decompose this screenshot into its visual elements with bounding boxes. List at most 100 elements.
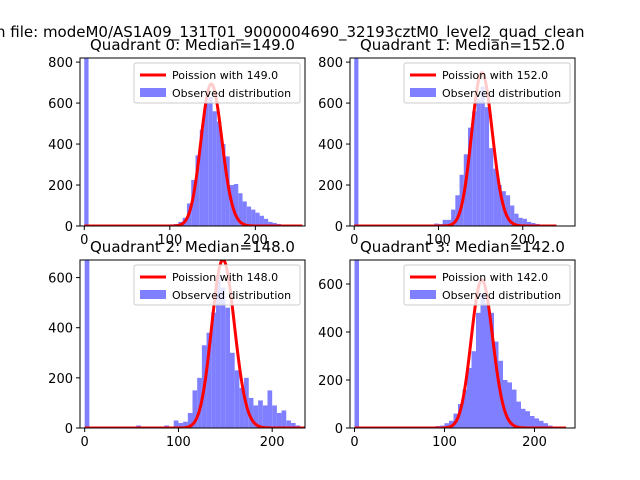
histogram-bar [539, 420, 544, 428]
histogram-bar [480, 293, 485, 428]
histogram-bar [497, 185, 502, 226]
x-tick-label: 200 [243, 233, 268, 248]
quadrant-3-chart: 0 100 200 0 200 400 600 Quadrant 3: Median=142.… [318, 238, 576, 450]
histogram-bar [455, 195, 460, 226]
histogram-bar [489, 312, 494, 428]
histogram-bar [489, 148, 494, 226]
histogram-bar [220, 287, 226, 428]
histogram-bar [510, 205, 515, 226]
y-tick-label: 600 [48, 97, 73, 112]
x-tick-label: 200 [522, 435, 547, 450]
histogram-bar [354, 58, 359, 226]
histogram-bar [225, 156, 230, 226]
histogram-bar [503, 380, 508, 428]
histogram-bar [276, 412, 282, 428]
histogram-bar [268, 221, 273, 226]
histogram-bar [233, 184, 239, 226]
histogram-bar [238, 193, 243, 226]
y-tick-label: 0 [65, 220, 73, 235]
quadrant-0-legend: Poission with 149.0 Observed distribution [133, 62, 301, 104]
histogram-bar [178, 422, 184, 428]
y-tick-label: 600 [318, 97, 343, 112]
y-tick-label: 200 [48, 372, 73, 387]
histogram-bar [255, 212, 260, 226]
legend-hist-label: Observed distribution [442, 289, 561, 302]
legend-hist-swatch [140, 88, 166, 97]
x-tick-label: 100 [157, 233, 182, 248]
figure-suptitle: n file: modeM0/AS1A09_131T01_9000004690_… [0, 23, 585, 42]
histogram-bar [215, 275, 221, 428]
quadrant-1-axes-frame [349, 57, 576, 227]
histogram-bar [493, 168, 498, 226]
histogram-bar [444, 423, 449, 428]
legend-box [133, 62, 301, 104]
quadrant-0-plot-area [84, 58, 303, 226]
histogram-bar [472, 111, 477, 226]
histogram-bar [446, 219, 452, 226]
histogram-bar [221, 144, 226, 226]
histogram-bar [212, 111, 217, 226]
quadrant-1-legend: Poission with 152.0 Observed distribution [403, 62, 571, 104]
histogram-bar [522, 218, 527, 226]
histogram-bar [262, 405, 268, 428]
histogram-bar [248, 397, 254, 428]
y-tick-label: 0 [65, 422, 73, 437]
legend-poisson-label: Poission with 152.0 [442, 69, 548, 82]
histogram-bar [272, 405, 277, 428]
quadrant-0-chart: 0 100 200 0 200 400 600 800 Quadrant 0: Median=1… [48, 36, 306, 248]
poisson-curve [84, 82, 303, 226]
histogram-bar [258, 400, 263, 428]
legend-box [403, 264, 571, 306]
x-tick-label: 200 [510, 233, 535, 248]
y-tick-label: 800 [48, 56, 73, 71]
histogram-bar [494, 341, 499, 428]
legend-hist-swatch [140, 290, 166, 299]
histogram-bar [521, 408, 526, 428]
quadrant-2-title: Quadrant 2: Median=148.0 [90, 238, 295, 256]
histogram-bar [476, 312, 481, 428]
y-tick-label: 400 [48, 322, 73, 337]
histogram-bar [211, 312, 216, 428]
quadrant-2-plot-area [84, 260, 305, 428]
quadrant-3-legend: Poission with 142.0 Observed distribution [403, 264, 571, 306]
histogram-bar [525, 411, 530, 428]
histogram-bar [173, 420, 179, 428]
histogram-bar [253, 405, 259, 428]
quadrant-3-axes-frame [349, 259, 576, 429]
histogram-bar [267, 390, 273, 428]
x-tick-label: 100 [432, 435, 457, 450]
histogram-bar [512, 389, 517, 428]
y-tick-label: 200 [318, 374, 343, 389]
y-tick-label: 200 [48, 179, 73, 194]
legend-poisson-label: Poission with 148.0 [172, 271, 278, 284]
legend-box [133, 264, 301, 306]
histogram-bar [183, 421, 188, 428]
histogram-bar [263, 218, 269, 226]
histogram-bar [251, 209, 256, 226]
y-tick-label: 600 [48, 272, 73, 287]
histogram-bar [290, 422, 296, 428]
histogram-bar [505, 195, 511, 226]
histogram-bar [467, 368, 472, 428]
histogram-bar [239, 387, 245, 428]
histogram-bar [281, 410, 287, 428]
histogram-bar [543, 423, 548, 428]
quadrant-1-title: Quadrant 1: Median=152.0 [360, 36, 565, 54]
histogram-bar [449, 420, 454, 428]
histogram-bar [206, 332, 212, 428]
histogram-bar [467, 127, 473, 226]
y-tick-label: 0 [335, 422, 343, 437]
legend-hist-label: Observed distribution [172, 87, 291, 100]
histogram-bar [234, 370, 240, 428]
histogram-bar [526, 221, 532, 226]
histogram-bar [230, 352, 235, 428]
histogram-bar [462, 389, 467, 428]
quadrant-1-chart: 0 100 200 0 200 400 600 800 Quadrant 1: Median=1… [318, 36, 576, 248]
x-tick-label: 0 [80, 233, 88, 248]
x-tick-label: 100 [426, 233, 451, 248]
quadrant-0-title: Quadrant 0: Median=149.0 [90, 36, 295, 54]
y-tick-label: 0 [335, 220, 343, 235]
histogram-bar [272, 222, 277, 226]
histogram-bar [514, 213, 519, 226]
